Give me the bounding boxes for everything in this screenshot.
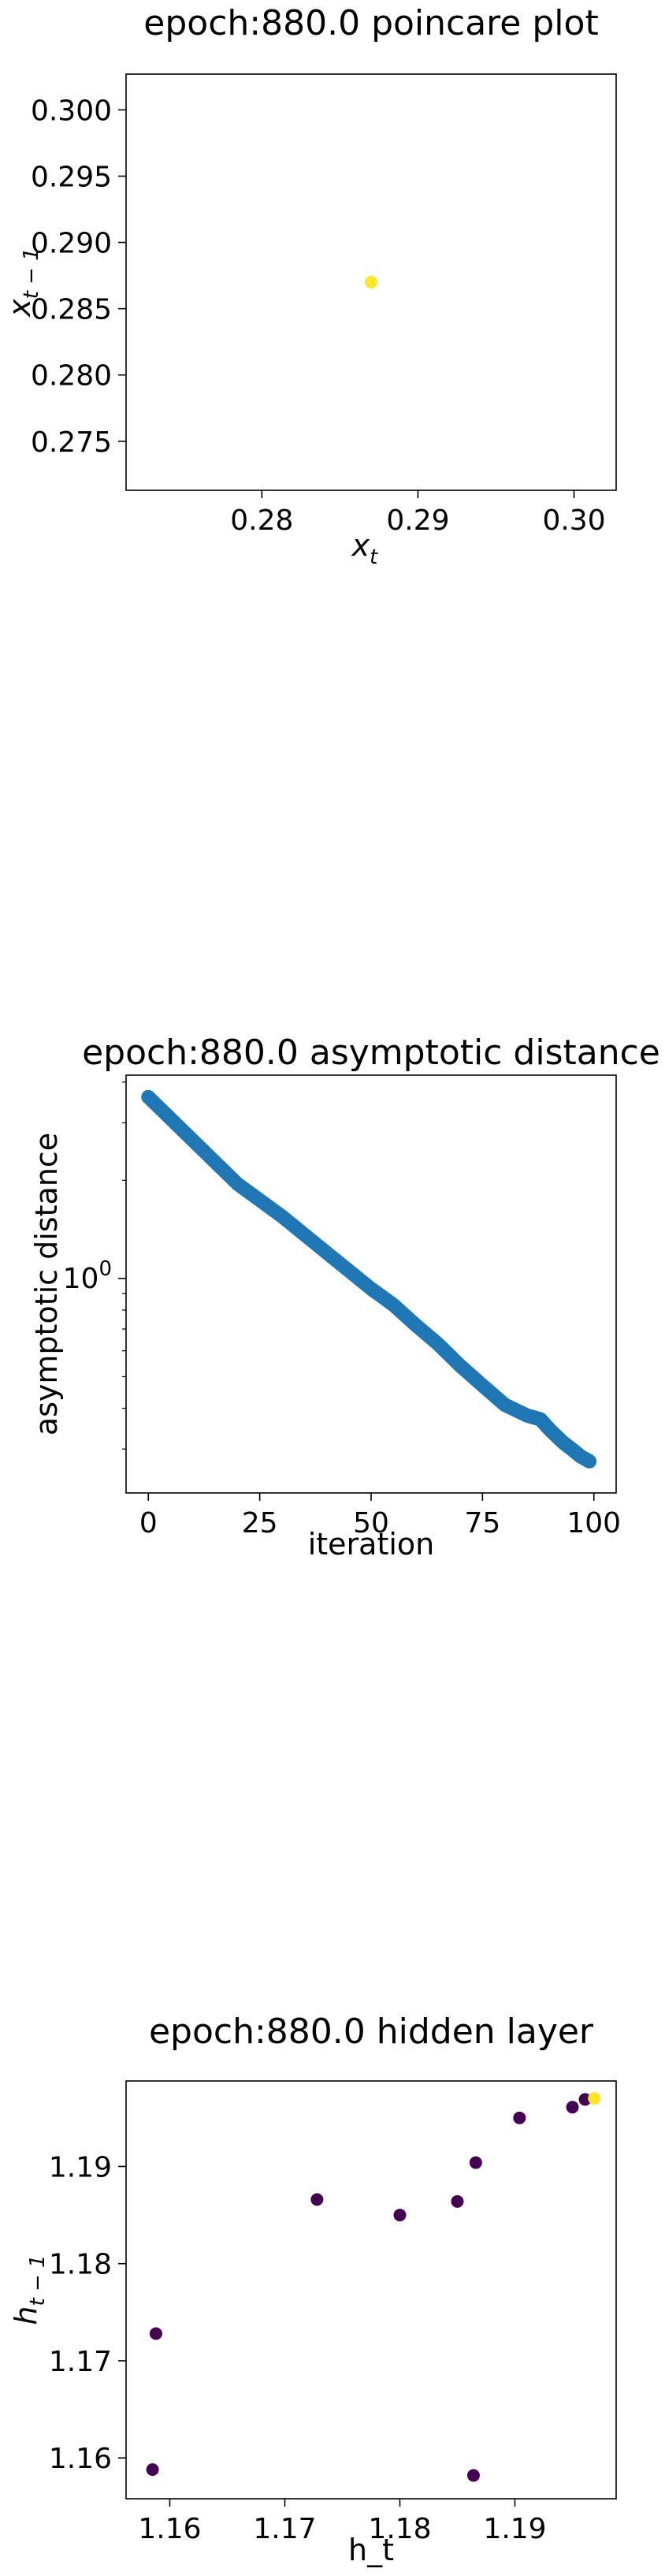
y-tick-label: 0.285 xyxy=(31,294,112,326)
y-tick-label: 1.19 xyxy=(49,2151,112,2183)
chart-3: epoch:880.0 hidden layer 1.16 1.17 1.18 1.19… xyxy=(9,2012,617,2567)
chart-title: epoch:880.0 poincare plot xyxy=(143,3,598,43)
x-tick-label: 1.18 xyxy=(368,2513,431,2545)
data-point xyxy=(513,2111,526,2124)
x-axis-label: xt xyxy=(351,528,379,569)
data-point xyxy=(451,2194,464,2208)
chart-2: epoch:880.0 asymptotic distance 0 25 50 75 10… xyxy=(29,1033,660,1562)
series-marker xyxy=(581,1454,596,1469)
x-tick-label: 75 xyxy=(464,1507,500,1539)
y-axis-label: ht − 1 xyxy=(9,2254,50,2325)
x-tick-label: 50 xyxy=(353,1507,389,1539)
plot-frame xyxy=(125,73,617,491)
y-tick-label: 0.295 xyxy=(31,161,112,193)
y-tick-label: 0.280 xyxy=(31,360,112,393)
y-tick-label: 1.17 xyxy=(49,2346,112,2378)
y-axis-label: asymptotic distance xyxy=(29,1133,64,1435)
data-point xyxy=(149,2327,162,2340)
y-tick-label: 100 xyxy=(63,1257,112,1295)
y-tick-label: 1.16 xyxy=(49,2443,112,2475)
chart-1: epoch:880.0 poincare plot 0.28 0.29 0.30 0.2… xyxy=(2,3,617,569)
x-tick-label: 0.30 xyxy=(542,504,605,537)
data-point xyxy=(466,2469,480,2482)
x-tick-label: 100 xyxy=(567,1507,621,1539)
y-tick-label: 1.18 xyxy=(49,2249,112,2281)
data-point xyxy=(310,2193,324,2206)
data-point xyxy=(393,2209,407,2222)
x-tick-label: 25 xyxy=(242,1507,278,1539)
data-point xyxy=(588,2092,601,2105)
data-point xyxy=(566,2101,579,2114)
y-tick-label: 0.275 xyxy=(31,426,112,459)
plot-frame xyxy=(125,2080,617,2500)
data-point xyxy=(146,2463,159,2477)
x-tick-label: 1.19 xyxy=(483,2513,546,2545)
data-point xyxy=(365,276,377,288)
x-axis-label: h_t xyxy=(348,2533,394,2567)
y-axis-label: xt − 1 xyxy=(2,248,43,318)
chart-title: epoch:880.0 asymptotic distance xyxy=(82,1033,660,1073)
x-tick-label: 1.16 xyxy=(138,2513,201,2545)
x-tick-label: 0.28 xyxy=(230,504,293,537)
data-point xyxy=(578,2093,592,2106)
x-tick-label: 0.29 xyxy=(386,504,449,537)
chart-title: epoch:880.0 hidden layer xyxy=(149,2012,594,2052)
y-tick-label: 0.290 xyxy=(31,228,112,260)
data-point xyxy=(469,2156,482,2169)
x-tick-label: 0 xyxy=(139,1507,158,1539)
x-axis-label: iteration xyxy=(308,1527,435,1562)
y-tick-label: 0.300 xyxy=(31,95,112,127)
x-tick-label: 1.17 xyxy=(253,2513,316,2545)
